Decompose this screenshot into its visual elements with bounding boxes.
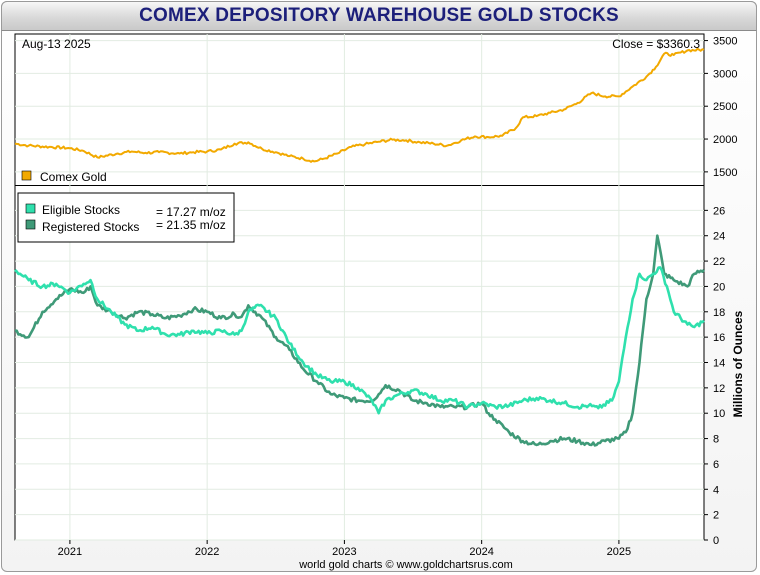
plot-area [14, 33, 705, 541]
top-y-tick-label: 1500 [713, 167, 737, 179]
bottom-y-tick-label: 24 [713, 231, 725, 243]
bottom-y-tick-label: 8 [713, 434, 719, 446]
top-y-tick-label: 3500 [713, 36, 737, 48]
x-tick-label: 2021 [58, 546, 82, 558]
eligible-stocks-line [14, 266, 705, 415]
date-label: Aug-13 2025 [22, 37, 91, 51]
x-tick-label: 2025 [607, 546, 631, 558]
stocks-legend-box [17, 192, 235, 243]
registered-legend-swatch [25, 219, 36, 230]
x-tick-label: 2022 [195, 546, 219, 558]
gold-legend-label: Comex Gold [40, 170, 107, 184]
bottom-y-tick-label: 20 [713, 281, 725, 293]
bottom-y-tick-label: 18 [713, 307, 725, 319]
title-bar: COMEX DEPOSITORY WAREHOUSE GOLD STOCKS [1, 1, 757, 31]
x-tick-label: 2023 [332, 546, 356, 558]
x-tick-label: 2024 [469, 546, 493, 558]
close-price-label: Close = $3360.3 [612, 37, 700, 51]
footer-credit: world gold charts © www.goldchartsrus.co… [298, 559, 513, 571]
eligible-legend-label: Eligible Stocks [42, 203, 120, 217]
top-y-tick-label: 3000 [713, 68, 737, 80]
bottom-y-tick-label: 12 [713, 383, 725, 395]
registered-stocks-line [14, 234, 705, 447]
registered-legend-label: Registered Stocks [42, 220, 139, 234]
bottom-y-tick-label: 6 [713, 459, 719, 471]
eligible-legend-value: = 17.27 m/oz [156, 205, 226, 219]
eligible-legend-swatch [25, 203, 36, 214]
bottom-y-tick-label: 26 [713, 205, 725, 217]
bottom-y-tick-label: 10 [713, 408, 725, 420]
registered-legend-value: = 21.35 m/oz [156, 218, 226, 232]
bottom-y-tick-label: 2 [713, 510, 719, 522]
y-axis-title: Millions of Ounces [731, 310, 745, 417]
bottom-y-tick-label: 0 [713, 535, 719, 547]
gold-price-line [14, 47, 705, 163]
tick-layer: 2021 2022 2023 2024 202535003000250020001500… [58, 36, 738, 558]
chart-title: COMEX DEPOSITORY WAREHOUSE GOLD STOCKS [139, 5, 619, 26]
bottom-y-tick-label: 16 [713, 332, 725, 344]
series-layer [14, 47, 705, 447]
bottom-y-tick-label: 4 [713, 484, 719, 496]
top-y-tick-label: 2500 [713, 101, 737, 113]
grid-layer [15, 34, 704, 541]
bottom-y-tick-label: 14 [713, 358, 725, 370]
top-y-tick-label: 2000 [713, 134, 737, 146]
gold-legend-swatch [21, 170, 32, 181]
bottom-y-tick-label: 22 [713, 256, 725, 268]
